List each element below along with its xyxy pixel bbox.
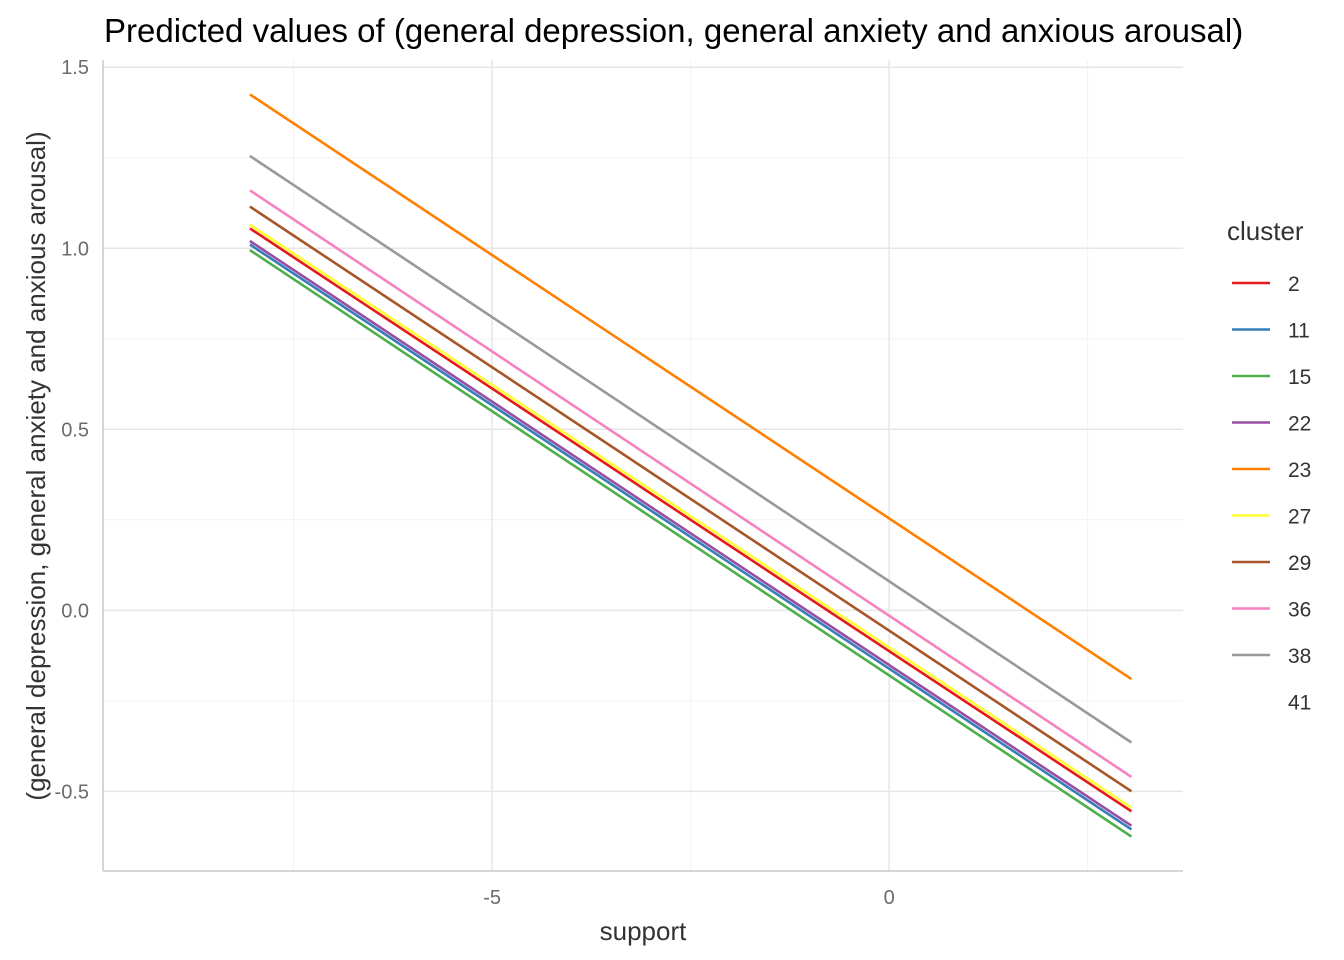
- chart-title: Predicted values of (general depression,…: [104, 12, 1243, 49]
- series-line-15: [249, 249, 1133, 838]
- y-tick-label: 0.0: [61, 600, 89, 622]
- legend: cluster 2 11 15 22 23 27 29 36 38 41: [1227, 216, 1311, 715]
- legend-label-2: 2: [1288, 273, 1300, 296]
- legend-label-15: 15: [1288, 366, 1311, 389]
- y-tick-label: 1.5: [61, 57, 89, 79]
- legend-label-36: 36: [1288, 599, 1311, 622]
- series-line-27: [249, 223, 1133, 809]
- x-tick-label: -5: [483, 887, 501, 909]
- series-line-22: [249, 239, 1133, 827]
- x-tick-label: 0: [884, 887, 895, 909]
- y-tick-label: 1.0: [61, 238, 89, 260]
- legend-label-29: 29: [1288, 552, 1311, 575]
- legend-title: cluster: [1227, 216, 1304, 246]
- series-line-2: [249, 227, 1133, 813]
- legend-label-11: 11: [1288, 320, 1310, 343]
- y-tick-label: 0.5: [61, 419, 89, 441]
- series-line-29: [249, 205, 1133, 793]
- series-line-36: [249, 189, 1133, 778]
- legend-label-41: 41: [1288, 692, 1311, 715]
- series-line-23: [249, 93, 1133, 681]
- legend-label-23: 23: [1288, 459, 1311, 482]
- grid: [103, 60, 1183, 871]
- series-line-11: [249, 243, 1133, 831]
- legend-label-22: 22: [1288, 413, 1311, 436]
- x-axis-title: support: [600, 916, 687, 946]
- series-lines: [249, 93, 1133, 838]
- tick-labels: -0.5 0.0 0.5 1.0 1.5 -5 0: [55, 57, 895, 909]
- legend-label-27: 27: [1288, 506, 1311, 529]
- y-tick-label: -0.5: [55, 781, 89, 803]
- y-axis-title: (general depression, general anxiety and…: [21, 131, 51, 800]
- series-line-38: [249, 154, 1133, 744]
- legend-label-38: 38: [1288, 645, 1311, 668]
